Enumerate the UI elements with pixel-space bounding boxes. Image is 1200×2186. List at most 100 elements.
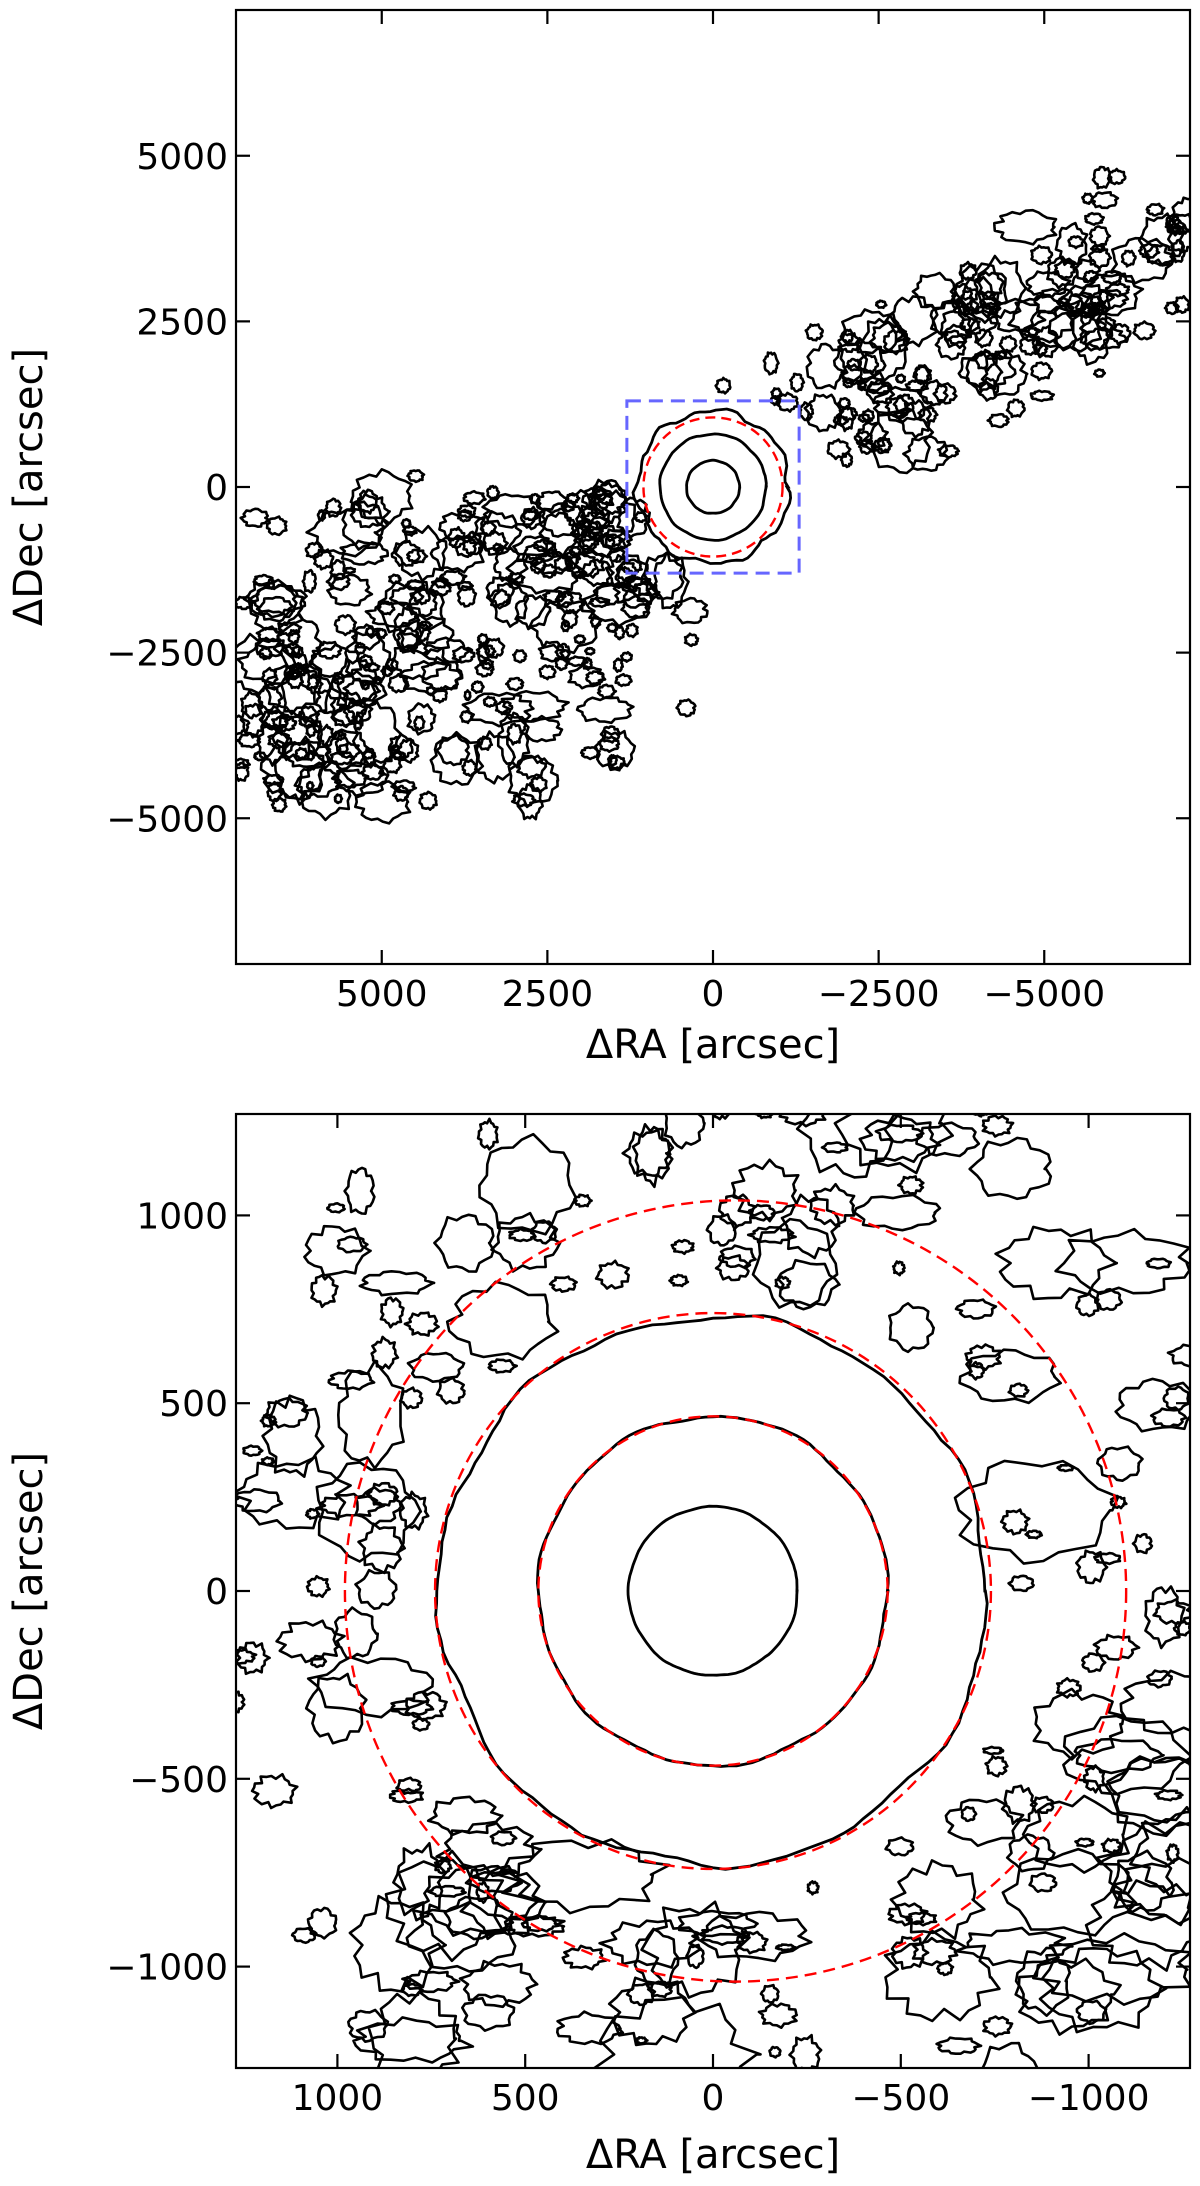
top-outer-contour (240, 690, 264, 720)
top-x-axis-label: ΔRA [arcsec] (586, 1022, 840, 1068)
bottom-outer-contour (236, 1488, 284, 1514)
top-outer-contour (1120, 249, 1137, 268)
bottom-outer-contour (806, 1880, 820, 1896)
top-outer-contour (401, 524, 418, 537)
bottom-outer-contour (496, 1838, 671, 1915)
top-outer-contour (586, 520, 604, 542)
bottom-outer-contour (242, 1444, 264, 1457)
top-outer-contour (596, 683, 618, 700)
bottom-outer-contour (685, 1943, 705, 1970)
top-outer-contour (584, 646, 596, 656)
bottom-outer-contour (890, 1935, 930, 1970)
bottom-outer-contour (953, 1459, 1120, 1565)
bottom-outer-contour (888, 1302, 935, 1354)
top-outer-contour (842, 377, 855, 389)
bottom-outer-contour (1153, 1788, 1184, 1802)
top-y-tick-label: 2500 (136, 302, 228, 343)
bottom-outer-contour (634, 2036, 649, 2046)
bottom-y-tick-label: 1000 (136, 1196, 228, 1237)
bottom-outer-contour (853, 1193, 942, 1232)
bottom-outer-contour (1056, 1463, 1076, 1473)
bottom-outer-contour (1028, 1872, 1058, 1893)
top-outer-contour (803, 393, 844, 433)
bottom-outer-contour (1106, 1757, 1190, 1824)
top-outer-contour (372, 675, 383, 686)
top-outer-contour (1167, 223, 1190, 254)
top-outer-contour (604, 553, 650, 592)
bottom-outer-contour (774, 1275, 792, 1291)
top-outer-contour (341, 500, 390, 551)
top-outer-contour (535, 490, 570, 515)
top-outer-contour (1091, 165, 1113, 190)
bottom-outer-contour (889, 1859, 986, 1941)
top-outer-contour (1132, 320, 1157, 341)
bottom-outer-contour (809, 1182, 856, 1227)
bottom-outer-contour (306, 1655, 435, 1719)
bottom-outer-contour (621, 1128, 675, 1178)
top-outer-contour (599, 725, 621, 744)
bottom-outer-contour (982, 2015, 1014, 2038)
bottom-outer-contour (1075, 1291, 1100, 1318)
top-outer-contour (349, 468, 414, 525)
bottom-outer-contour (433, 1213, 495, 1273)
bottom-outer-contour (1021, 1794, 1130, 1874)
top-outer-contour (316, 509, 327, 522)
bottom-x-axis-label: ΔRA [arcsec] (586, 2132, 840, 2178)
top-outer-contour (986, 412, 1010, 429)
top-outer-contour (354, 641, 367, 656)
bottom-outer-contour (607, 1976, 698, 2047)
top-outer-contour (1092, 368, 1107, 378)
bottom-x-tick-label: 1000 (292, 2078, 384, 2119)
bottom-outer-contour (1131, 1532, 1154, 1555)
bottom-y-tick-label: 0 (205, 1572, 228, 1613)
bottom-outer-contour (315, 1461, 423, 1563)
top-outer-contour (304, 541, 324, 561)
top-outer-contour (625, 622, 639, 639)
top-outer-contour (597, 533, 624, 548)
top-outer-contour (592, 481, 628, 518)
top-outer-contour (1089, 244, 1107, 254)
top-outer-contour (511, 649, 528, 664)
top-outer-contour (1096, 316, 1117, 333)
top-outer-contour (494, 700, 514, 716)
top-outer-contour (1053, 259, 1076, 280)
top-outer-contour (1165, 213, 1181, 230)
top-outer-contour (683, 632, 700, 648)
top-outer-contour (917, 406, 939, 424)
bottom-outer-contour (1024, 1529, 1044, 1540)
bottom-outer-contour (968, 1136, 1053, 1201)
top-outer-contour (580, 656, 593, 671)
bottom-outer-contour (1075, 1549, 1109, 1585)
bottom-outer-contour (1001, 1847, 1138, 1937)
top-outer-contour (866, 381, 892, 395)
bottom-outer-contour (357, 1522, 406, 1575)
bottom-outer-contour (398, 1386, 424, 1410)
top-outer-contour (342, 566, 357, 575)
top-outer-contour (335, 761, 390, 798)
bottom-outer-contour (954, 1926, 1074, 1967)
top-outer-contour (295, 760, 356, 822)
top-outer-contour (912, 364, 933, 385)
bottom-outer-contour (411, 1717, 431, 1732)
top-outer-contour (236, 595, 255, 611)
bottom-outer-contour (1062, 1714, 1190, 1796)
top-outer-contour (266, 780, 283, 803)
bottom-outer-contour (594, 1259, 630, 1290)
top-outer-contour (486, 484, 501, 501)
bottom-outer-contour (778, 1114, 827, 1128)
bottom-outer-contour (1152, 1598, 1190, 1625)
bottom-outer-contour (982, 1745, 1005, 1756)
top-outer-contour (239, 702, 265, 739)
bottom-outer-contour (746, 1225, 797, 1245)
top-outer-contour (390, 779, 418, 794)
bottom-outer-contour (304, 1507, 321, 1520)
bottom-outer-contour (598, 1919, 703, 1969)
bottom-outer-contour (250, 1772, 299, 1810)
bottom-outer-contour (887, 1902, 929, 1927)
top-outer-contour (1172, 295, 1190, 314)
top-outer-contour (506, 722, 524, 746)
bottom-outer-contour (406, 1351, 466, 1383)
top-outer-contour (462, 489, 487, 506)
bottom-x-tick-label: 0 (702, 2078, 725, 2119)
top-outer-contour (248, 582, 305, 634)
